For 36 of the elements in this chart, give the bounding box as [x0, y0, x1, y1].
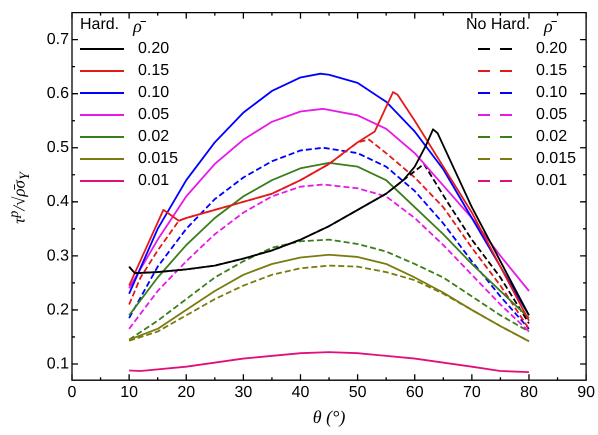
legend-label: 0.15 — [138, 62, 170, 80]
legend-label: 0.10 — [536, 84, 568, 102]
y-tick-label: 0.1 — [46, 355, 70, 372]
legend-label: 0.01 — [138, 172, 170, 190]
x-tick-label: 80 — [520, 384, 538, 402]
y-tick-label: 0.6 — [46, 85, 70, 102]
x-tick-label: 90 — [577, 384, 596, 402]
legend-label: 0.05 — [138, 106, 170, 124]
legend-label: 0.01 — [536, 172, 568, 190]
x-tick-label: 0 — [68, 384, 77, 402]
line-series — [128, 238, 530, 341]
legend-label: 0.02 — [536, 128, 568, 146]
y-tick-label: 0.7 — [46, 31, 70, 48]
y-tick-label: 0.3 — [46, 247, 70, 264]
y-tick-label: 0.4 — [46, 193, 70, 210]
legend-label: 0.20 — [138, 40, 170, 58]
y-tick-label: 0.5 — [46, 139, 70, 156]
legend-label: 0.015 — [536, 150, 576, 168]
legend-label: 0.05 — [536, 106, 568, 124]
y-tick-label: 0.2 — [46, 301, 70, 318]
legend-label: 0.15 — [536, 62, 568, 80]
annotation: No Hard. — [466, 16, 530, 35]
legend-label: 0.10 — [138, 84, 170, 102]
x-tick-label: 60 — [406, 384, 424, 402]
legend-label: 0.015 — [138, 150, 178, 168]
legend-label: 0.20 — [536, 40, 568, 58]
x-tick-label: 10 — [120, 384, 138, 402]
x-tick-label: 70 — [462, 384, 481, 402]
x-tick-label: 20 — [177, 384, 196, 402]
x-tick-label: 30 — [234, 384, 252, 402]
annotation: Hard. — [80, 16, 120, 35]
x-axis-title: θ (°) — [312, 406, 346, 427]
line-series — [128, 184, 530, 332]
x-tick-label: 50 — [348, 384, 367, 402]
x-tick-label: 40 — [292, 384, 310, 402]
legend-label: 0.02 — [138, 128, 170, 146]
